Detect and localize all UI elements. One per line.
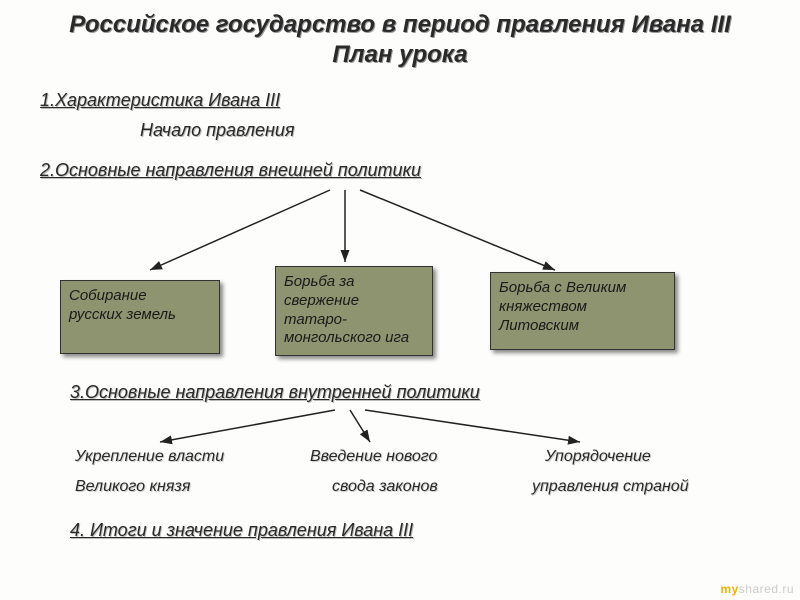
section-4: 4. Итоги и значение правления Ивана III — [70, 520, 413, 541]
internal-col-2-line-2: свода законов — [332, 478, 438, 496]
title-line-1: Российское государство в период правлени… — [69, 11, 731, 38]
watermark: myshared.ru — [720, 582, 794, 596]
box-3-line-1: Борьба с Великим — [499, 279, 626, 296]
watermark-suffix: shared.ru — [739, 582, 794, 596]
internal-col-1-line-2: Великого князя — [75, 478, 190, 496]
section-1: 1.Характеристика Ивана III — [40, 90, 280, 111]
box-2-line-4: монгольского ига — [284, 329, 409, 346]
box-1-gather-lands: Собирание русских земель — [60, 280, 220, 354]
slide-title: Российское государство в период правлени… — [0, 0, 800, 74]
box-1-line-1: Собирание — [69, 287, 147, 304]
section-2: 2.Основные направления внешней политики — [40, 160, 421, 181]
internal-col-3-line-1: Упорядочение — [545, 448, 651, 466]
box-3-lithuania: Борьба с Великим княжеством Литовским — [490, 272, 675, 350]
box-2-mongol-yoke: Борьба за свержение татаро- монгольского… — [275, 266, 433, 356]
internal-col-2-line-1: Введение нового — [310, 448, 437, 466]
title-line-2: План урока — [332, 41, 467, 68]
watermark-prefix: my — [720, 582, 738, 596]
box-3-line-3: Литовским — [499, 317, 579, 334]
box-3-line-2: княжеством — [499, 298, 587, 315]
box-2-line-3: татаро- — [284, 311, 347, 328]
section-3: 3.Основные направления внутренней полити… — [70, 382, 480, 403]
box-2-line-2: свержение — [284, 292, 359, 309]
internal-col-3-line-2: управления страной — [532, 478, 689, 496]
box-1-line-2: русских земель — [69, 306, 176, 323]
box-2-line-1: Борьба за — [284, 273, 354, 290]
section-1-sub: Начало правления — [140, 120, 295, 141]
internal-col-1-line-1: Укрепление власти — [75, 448, 224, 466]
